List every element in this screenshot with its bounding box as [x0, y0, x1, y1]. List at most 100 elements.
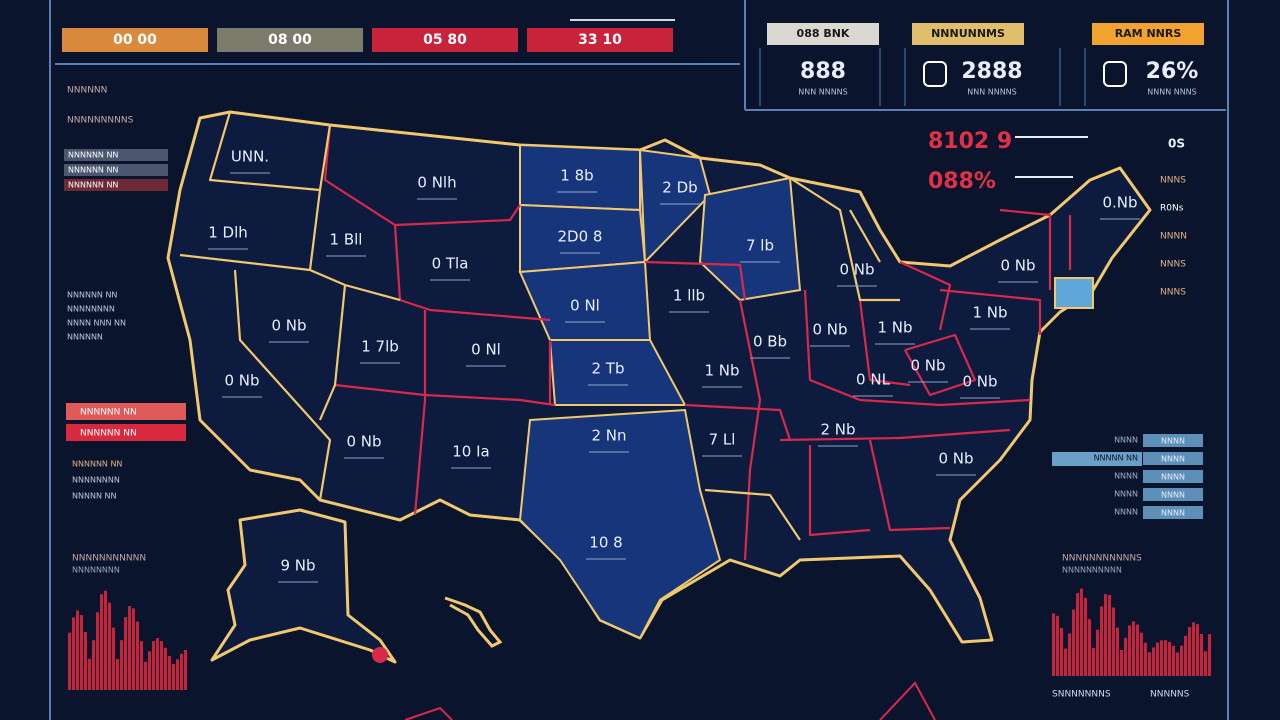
panel-note: NNNNNN NN: [67, 291, 117, 300]
header-button[interactable]: [62, 28, 208, 52]
stat-label-bg: [767, 23, 879, 45]
stat-caption: NNN NNNNS: [967, 88, 1017, 97]
histogram-bar: [92, 640, 95, 690]
histogram-bar: [132, 608, 135, 690]
histogram-bar: [1152, 647, 1155, 676]
state-label: 0 Nb: [224, 372, 259, 390]
panel-cell-label: NNNN: [1161, 473, 1185, 482]
panel-row: [1052, 452, 1142, 466]
state-label: 7 Ll: [709, 431, 736, 449]
stat-label: NNNUNNMS: [931, 27, 1005, 40]
histogram-bar: [1192, 622, 1195, 676]
histogram-bar: [1132, 621, 1135, 676]
chart-subtitle: NNNNNNNNNN: [1062, 566, 1122, 575]
histogram-bar: [1108, 594, 1111, 676]
stat-icon: [923, 61, 947, 87]
histogram-bar: [164, 647, 167, 690]
state-label: 0 NL: [856, 371, 891, 389]
chart-footer: SNNNNNNNS: [1052, 690, 1111, 700]
decor: [404, 706, 453, 720]
histogram-bar: [1160, 640, 1163, 676]
panel-cell: [1143, 434, 1203, 447]
stat-caption: NNN NNNNS: [798, 88, 848, 97]
alaska: [210, 508, 397, 664]
histogram-bar: [1064, 648, 1067, 676]
panel-cell-label: NNNN: [1161, 437, 1185, 446]
chart-footer: NNNNNS: [1150, 690, 1190, 700]
panel-row-label: NNNNN NN: [1094, 454, 1138, 463]
state-label: 2D0 8: [558, 228, 603, 246]
histogram-bar: [1052, 613, 1055, 676]
histogram-bar: [120, 640, 123, 690]
state-label: 1 Dlh: [208, 224, 248, 242]
frame: [49, 0, 1229, 720]
panel-cell-label: NNNN: [1161, 491, 1185, 500]
state-label: 2 Nn: [591, 427, 626, 445]
header-button[interactable]: [527, 28, 673, 52]
histogram-bar: [1100, 606, 1103, 676]
header-button[interactable]: [372, 28, 518, 52]
panel-note: NNNN: [1160, 232, 1187, 242]
panel-cell-label: NNNN: [1161, 509, 1185, 518]
state-label: 1 7lb: [361, 338, 399, 356]
panel-alert-label: NNNNNN NN: [80, 429, 137, 439]
panel-note: NNNN NNN NN: [67, 319, 126, 328]
header-button-label: 33 10: [578, 32, 622, 48]
histogram-bar: [1116, 627, 1119, 676]
chart-title: NNNNNNNNNNN: [72, 554, 146, 564]
state-label: 0.Nb: [1102, 194, 1137, 212]
histogram-bar: [1184, 635, 1187, 676]
us-map: [166, 110, 1152, 664]
histogram-bar: [1076, 593, 1079, 676]
histogram-bar: [1200, 634, 1203, 676]
panel-note: NNNNN NN: [72, 492, 116, 501]
state-borders-yellow: [179, 111, 900, 541]
panel-alert-label: NNNNNN NN: [80, 408, 137, 418]
header-button-label: 08 00: [268, 32, 312, 48]
histogram-bar: [72, 617, 75, 690]
alert-value: 088%: [928, 169, 996, 194]
histogram-bar: [144, 661, 147, 690]
state-label: 0 Tla: [432, 255, 469, 273]
header-button[interactable]: [217, 28, 363, 52]
histogram-bar: [1080, 588, 1083, 676]
state-label: 9 Nb: [280, 557, 315, 575]
histogram-bar: [1204, 651, 1207, 676]
panel-row-label: NNNN: [1114, 472, 1138, 481]
header-button-label: 00 00: [113, 32, 157, 48]
panel-row: [64, 179, 168, 191]
histogram-bar: [108, 602, 111, 690]
panel-note: NNNNNNNN: [72, 476, 120, 485]
chart-subtitle: NNNNNNNN: [72, 566, 120, 575]
histogram-bar: [1140, 632, 1143, 676]
stat-label-bg: [912, 23, 1024, 45]
histogram-bar: [172, 663, 175, 690]
histogram-bar: [1120, 649, 1123, 676]
histogram-bar: [1144, 642, 1147, 676]
state-label: 0 Nb: [839, 261, 874, 279]
histogram-bar: [96, 612, 99, 690]
chart-title: NNNNNNNNNNNS: [1062, 554, 1142, 564]
histogram-bar: [140, 641, 143, 690]
panel-row-label: NNNN: [1114, 436, 1138, 445]
panel-note: R0Ns: [1160, 204, 1184, 214]
stat-label: 088 BNK: [797, 27, 850, 40]
decor: [879, 681, 936, 720]
hawaii: [444, 596, 503, 648]
histogram-bar: [1128, 625, 1131, 676]
stat-caption: NNNN NNNS: [1147, 88, 1197, 97]
panel-cell: [1143, 452, 1203, 465]
stat-value: 888: [800, 59, 846, 84]
histogram-bar: [136, 621, 139, 690]
stat-value: 2888: [961, 59, 1022, 84]
panel-cell: [1143, 488, 1203, 501]
marker: [372, 647, 388, 663]
histogram-bar: [104, 590, 107, 690]
panel-row-label: NNNN: [1114, 490, 1138, 499]
state-borders-red: [323, 124, 1072, 561]
panel-note: NNNS: [1160, 288, 1186, 298]
state-label: 0 Nb: [910, 357, 945, 375]
panel-cell: [1143, 506, 1203, 519]
histogram-bar: [88, 658, 91, 690]
state-highlight: [1054, 277, 1094, 309]
